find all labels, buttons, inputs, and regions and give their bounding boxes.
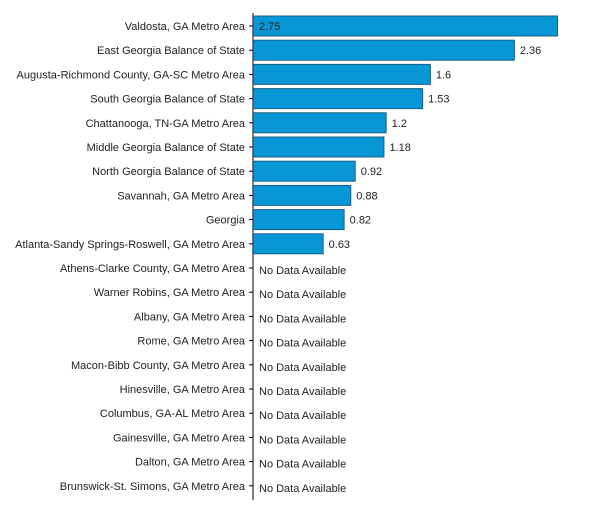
data-label: 2.75 — [259, 21, 280, 33]
no-data-label: No Data Available — [259, 265, 346, 277]
bar — [253, 112, 387, 134]
bar — [253, 136, 385, 158]
data-label: 1.2 — [392, 118, 407, 130]
bar — [253, 184, 352, 206]
bar — [253, 233, 324, 255]
data-label: 1.53 — [428, 94, 449, 106]
no-data-label: No Data Available — [259, 313, 346, 325]
category-label: Savannah, GA Metro Area — [117, 190, 246, 202]
bar — [253, 39, 515, 61]
data-label: 0.92 — [361, 166, 382, 178]
data-label: 1.6 — [436, 69, 451, 81]
category-label: Gainesville, GA Metro Area — [113, 432, 246, 444]
no-data-label: No Data Available — [259, 338, 346, 350]
bar — [253, 160, 356, 182]
category-label: Brunswick-St. Simons, GA Metro Area — [60, 481, 246, 493]
bar — [253, 15, 558, 37]
category-label: Atlanta-Sandy Springs-Roswell, GA Metro … — [15, 239, 246, 251]
bar — [253, 63, 431, 85]
no-data-label: No Data Available — [259, 459, 346, 471]
category-label: South Georgia Balance of State — [90, 94, 245, 106]
category-label: Rome, GA Metro Area — [137, 336, 245, 348]
category-label: Dalton, GA Metro Area — [135, 457, 246, 469]
no-data-label: No Data Available — [259, 434, 346, 446]
category-label: Athens-Clarke County, GA Metro Area — [60, 263, 246, 275]
data-label: 2.36 — [520, 45, 541, 57]
category-label: Hinesville, GA Metro Area — [120, 384, 246, 396]
data-label: 1.18 — [389, 142, 410, 154]
category-label: East Georgia Balance of State — [97, 45, 245, 57]
data-label: 0.88 — [356, 190, 377, 202]
category-label: Columbus, GA-AL Metro Area — [100, 408, 246, 420]
category-label: Warner Robins, GA Metro Area — [94, 287, 246, 299]
no-data-label: No Data Available — [259, 386, 346, 398]
category-label: Chattanooga, TN-GA Metro Area — [86, 118, 246, 130]
category-label: North Georgia Balance of State — [92, 166, 245, 178]
category-label: Valdosta, GA Metro Area — [125, 21, 246, 33]
bar — [253, 209, 345, 231]
bar — [253, 88, 424, 110]
no-data-label: No Data Available — [259, 289, 346, 301]
no-data-label: No Data Available — [259, 410, 346, 422]
category-label: Augusta-Richmond County, GA-SC Metro Are… — [17, 69, 246, 81]
category-label: Macon-Bibb County, GA Metro Area — [71, 360, 246, 372]
data-label: 0.82 — [350, 215, 371, 227]
category-label: Albany, GA Metro Area — [134, 311, 246, 323]
no-data-label: No Data Available — [259, 362, 346, 374]
data-label: 0.63 — [329, 239, 350, 251]
no-data-label: No Data Available — [259, 483, 346, 495]
category-label: Middle Georgia Balance of State — [87, 142, 245, 154]
category-label: Georgia — [206, 215, 246, 227]
